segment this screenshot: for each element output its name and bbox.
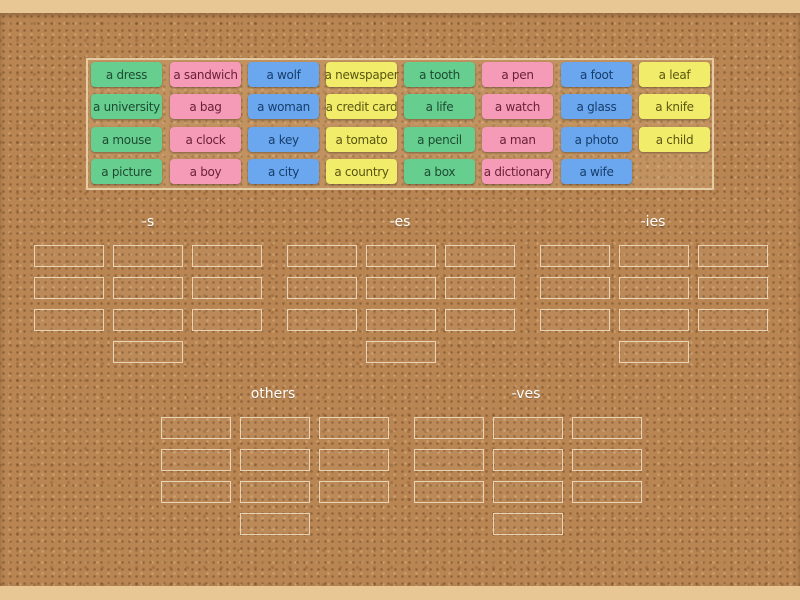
word-tile[interactable]: a pencil	[404, 127, 475, 152]
category-heading-es: -es	[389, 214, 411, 230]
drop-slot-s[interactable]	[113, 309, 183, 331]
word-tile[interactable]: a newspaper	[325, 62, 399, 87]
drop-slot-others[interactable]	[240, 481, 310, 503]
word-tile[interactable]: a wolf	[248, 62, 319, 87]
drop-slot-ves[interactable]	[493, 481, 563, 503]
drop-slot-ies[interactable]	[698, 309, 768, 331]
drop-slot-s[interactable]	[113, 277, 183, 299]
drop-slot-s[interactable]	[113, 245, 183, 267]
drop-slot-es[interactable]	[445, 309, 515, 331]
word-tile[interactable]: a glass	[561, 94, 632, 119]
drop-slot-ies[interactable]	[619, 277, 689, 299]
word-tile[interactable]: a dictionary	[482, 159, 553, 184]
drop-slot-others[interactable]	[240, 513, 310, 535]
word-tile[interactable]: a photo	[561, 127, 632, 152]
drop-slot-ves[interactable]	[493, 417, 563, 439]
drop-slot-es[interactable]	[287, 245, 357, 267]
drop-slot-ves[interactable]	[493, 449, 563, 471]
drop-slot-ves[interactable]	[414, 481, 484, 503]
word-tile[interactable]: a sandwich	[170, 62, 241, 87]
word-tile[interactable]: a box	[404, 159, 475, 184]
drop-slot-ies[interactable]	[619, 309, 689, 331]
category-heading-s: -s	[141, 214, 155, 230]
drop-slot-ves[interactable]	[572, 481, 642, 503]
word-tile[interactable]: a child	[639, 127, 710, 152]
drop-slot-es[interactable]	[445, 245, 515, 267]
drop-slot-ies[interactable]	[698, 245, 768, 267]
drop-slot-s[interactable]	[192, 277, 262, 299]
drop-slot-ies[interactable]	[540, 277, 610, 299]
drop-slot-ves[interactable]	[414, 449, 484, 471]
word-tile[interactable]: a woman	[248, 94, 319, 119]
drop-slot-s[interactable]	[34, 245, 104, 267]
drop-slot-ves[interactable]	[414, 417, 484, 439]
drop-slot-others[interactable]	[161, 449, 231, 471]
drop-slot-others[interactable]	[240, 449, 310, 471]
word-tile[interactable]: a watch	[482, 94, 553, 119]
word-tile[interactable]: a mouse	[91, 127, 162, 152]
category-heading-ves: -ves	[511, 386, 541, 402]
word-tile[interactable]: a boy	[170, 159, 241, 184]
word-tile[interactable]: a city	[248, 159, 319, 184]
word-tile[interactable]: a man	[482, 127, 553, 152]
word-tile[interactable]: a dress	[91, 62, 162, 87]
drop-slot-ves[interactable]	[572, 417, 642, 439]
word-tile[interactable]: a wife	[561, 159, 632, 184]
drop-slot-others[interactable]	[319, 449, 389, 471]
drop-slot-es[interactable]	[445, 277, 515, 299]
drop-slot-ies[interactable]	[698, 277, 768, 299]
drop-slot-others[interactable]	[161, 481, 231, 503]
drop-slot-es[interactable]	[366, 309, 436, 331]
drop-slot-es[interactable]	[287, 277, 357, 299]
drop-slot-s[interactable]	[34, 277, 104, 299]
drop-slot-ies[interactable]	[540, 309, 610, 331]
word-tile[interactable]: a bag	[170, 94, 241, 119]
drop-slot-es[interactable]	[366, 277, 436, 299]
drop-slot-others[interactable]	[319, 417, 389, 439]
drop-slot-es[interactable]	[366, 341, 436, 363]
word-tile[interactable]: a key	[248, 127, 319, 152]
word-tile[interactable]: a tooth	[404, 62, 475, 87]
word-tile[interactable]: a country	[326, 159, 397, 184]
drop-slot-es[interactable]	[287, 309, 357, 331]
drop-slot-ies[interactable]	[619, 245, 689, 267]
drop-slot-ves[interactable]	[493, 513, 563, 535]
drop-slot-others[interactable]	[319, 481, 389, 503]
word-tile[interactable]: a university	[91, 94, 162, 119]
word-tile[interactable]: a credit card	[326, 94, 398, 119]
word-tile[interactable]: a pen	[482, 62, 553, 87]
drop-slot-ies[interactable]	[540, 245, 610, 267]
word-tile[interactable]: a picture	[91, 159, 162, 184]
drop-slot-ies[interactable]	[619, 341, 689, 363]
drop-slot-es[interactable]	[366, 245, 436, 267]
word-tile[interactable]: a tomato	[326, 127, 397, 152]
drop-slot-s[interactable]	[113, 341, 183, 363]
drop-slot-ves[interactable]	[572, 449, 642, 471]
drop-slot-s[interactable]	[192, 245, 262, 267]
word-tile[interactable]: a knife	[639, 94, 710, 119]
category-heading-others: others	[250, 386, 296, 402]
word-tile[interactable]: a clock	[170, 127, 241, 152]
word-tile[interactable]: a leaf	[639, 62, 710, 87]
drop-slot-s[interactable]	[192, 309, 262, 331]
drop-slot-others[interactable]	[161, 417, 231, 439]
category-heading-ies: -ies	[640, 214, 666, 230]
drop-slot-others[interactable]	[240, 417, 310, 439]
word-tile[interactable]: a life	[404, 94, 475, 119]
drop-slot-s[interactable]	[34, 309, 104, 331]
word-tile[interactable]: a foot	[561, 62, 632, 87]
